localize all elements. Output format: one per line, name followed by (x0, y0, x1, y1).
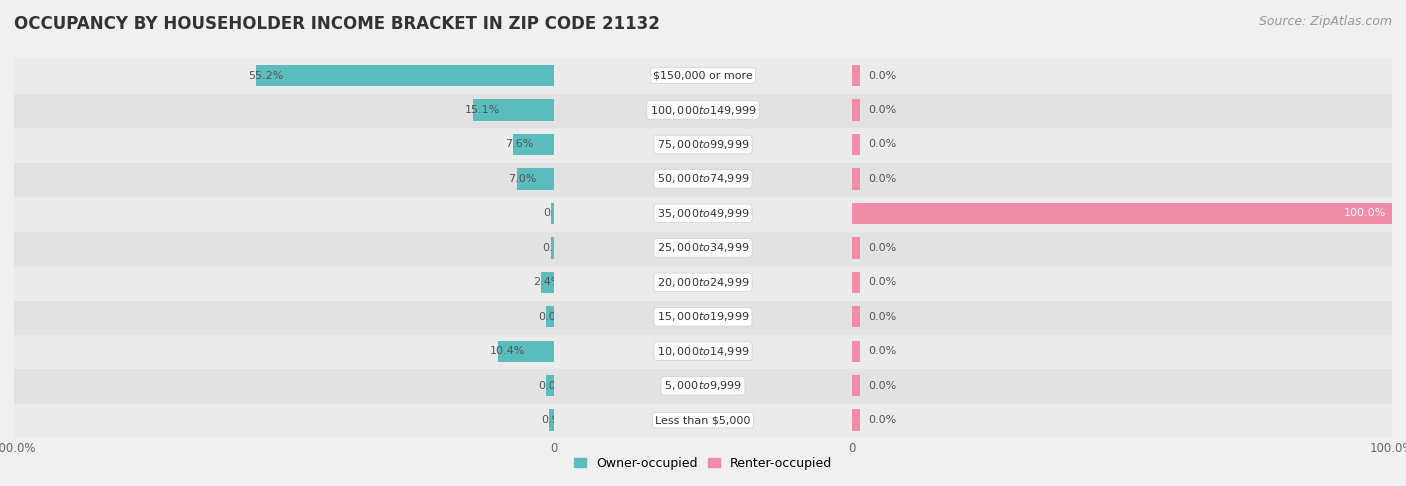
Text: Less than $5,000: Less than $5,000 (655, 415, 751, 425)
Text: 7.0%: 7.0% (509, 174, 537, 184)
Text: $100,000 to $149,999: $100,000 to $149,999 (650, 104, 756, 117)
Bar (551, 237, 554, 259)
Text: 100.0%: 100.0% (1344, 208, 1386, 218)
Bar (852, 306, 859, 328)
Text: 0.0%: 0.0% (538, 312, 567, 322)
Text: 0.0%: 0.0% (868, 70, 896, 81)
Text: $15,000 to $19,999: $15,000 to $19,999 (657, 310, 749, 323)
Bar (852, 99, 859, 121)
Text: Source: ZipAtlas.com: Source: ZipAtlas.com (1258, 15, 1392, 28)
Bar (14, 93, 554, 127)
Text: 10.4%: 10.4% (491, 346, 526, 356)
Bar (541, 272, 554, 293)
Text: $35,000 to $49,999: $35,000 to $49,999 (657, 207, 749, 220)
Bar (14, 368, 554, 403)
Bar (554, 162, 852, 196)
Text: $10,000 to $14,999: $10,000 to $14,999 (657, 345, 749, 358)
Bar (852, 127, 1392, 162)
Text: 0.0%: 0.0% (868, 174, 896, 184)
Bar (14, 403, 554, 437)
Bar (554, 403, 852, 437)
Text: 0.0%: 0.0% (868, 139, 896, 150)
Text: 7.6%: 7.6% (505, 139, 534, 150)
Bar (852, 58, 1392, 93)
Text: 0.0%: 0.0% (868, 278, 896, 287)
Bar (550, 410, 554, 431)
Bar (14, 299, 554, 334)
Bar (852, 231, 1392, 265)
Text: $25,000 to $34,999: $25,000 to $34,999 (657, 242, 749, 254)
Bar (551, 203, 554, 224)
Bar (852, 368, 1392, 403)
Bar (554, 334, 852, 368)
Bar (256, 65, 554, 86)
Bar (14, 265, 554, 299)
Bar (852, 65, 859, 86)
Bar (852, 375, 859, 397)
Bar (547, 306, 554, 328)
Bar (852, 272, 859, 293)
Bar (554, 231, 852, 265)
Bar (554, 299, 852, 334)
Bar (852, 162, 1392, 196)
Legend: Owner-occupied, Renter-occupied: Owner-occupied, Renter-occupied (568, 452, 838, 475)
Text: $20,000 to $24,999: $20,000 to $24,999 (657, 276, 749, 289)
Text: 0.72%: 0.72% (543, 243, 578, 253)
Text: $5,000 to $9,999: $5,000 to $9,999 (664, 379, 742, 392)
Bar (472, 99, 554, 121)
Bar (852, 237, 859, 259)
Text: 0.0%: 0.0% (868, 243, 896, 253)
Bar (14, 231, 554, 265)
Text: 0.93%: 0.93% (541, 415, 576, 425)
Text: $75,000 to $99,999: $75,000 to $99,999 (657, 138, 749, 151)
Bar (852, 196, 1392, 231)
Bar (498, 341, 554, 362)
Text: 0.0%: 0.0% (868, 381, 896, 391)
Text: 15.1%: 15.1% (465, 105, 501, 115)
Text: 0.0%: 0.0% (868, 312, 896, 322)
Bar (14, 162, 554, 196)
Bar (554, 196, 852, 231)
Bar (852, 299, 1392, 334)
Bar (14, 58, 554, 93)
Text: 2.4%: 2.4% (533, 278, 562, 287)
Bar (547, 375, 554, 397)
Bar (852, 341, 859, 362)
Text: 0.0%: 0.0% (868, 346, 896, 356)
Bar (852, 334, 1392, 368)
Bar (852, 203, 1392, 224)
Text: 0.0%: 0.0% (868, 105, 896, 115)
Bar (852, 410, 859, 431)
Bar (554, 265, 852, 299)
Bar (513, 134, 554, 155)
Bar (852, 168, 859, 190)
Text: OCCUPANCY BY HOUSEHOLDER INCOME BRACKET IN ZIP CODE 21132: OCCUPANCY BY HOUSEHOLDER INCOME BRACKET … (14, 15, 659, 33)
Bar (516, 168, 554, 190)
Bar (14, 127, 554, 162)
Text: $50,000 to $74,999: $50,000 to $74,999 (657, 173, 749, 186)
Bar (14, 334, 554, 368)
Text: $150,000 or more: $150,000 or more (654, 70, 752, 81)
Bar (852, 134, 859, 155)
Text: 0.62%: 0.62% (543, 208, 578, 218)
Bar (852, 403, 1392, 437)
Bar (14, 196, 554, 231)
Text: 0.0%: 0.0% (868, 415, 896, 425)
Text: 55.2%: 55.2% (247, 70, 284, 81)
Text: 0.0%: 0.0% (538, 381, 567, 391)
Bar (554, 127, 852, 162)
Bar (852, 265, 1392, 299)
Bar (852, 93, 1392, 127)
Bar (554, 368, 852, 403)
Bar (554, 93, 852, 127)
Bar (554, 58, 852, 93)
